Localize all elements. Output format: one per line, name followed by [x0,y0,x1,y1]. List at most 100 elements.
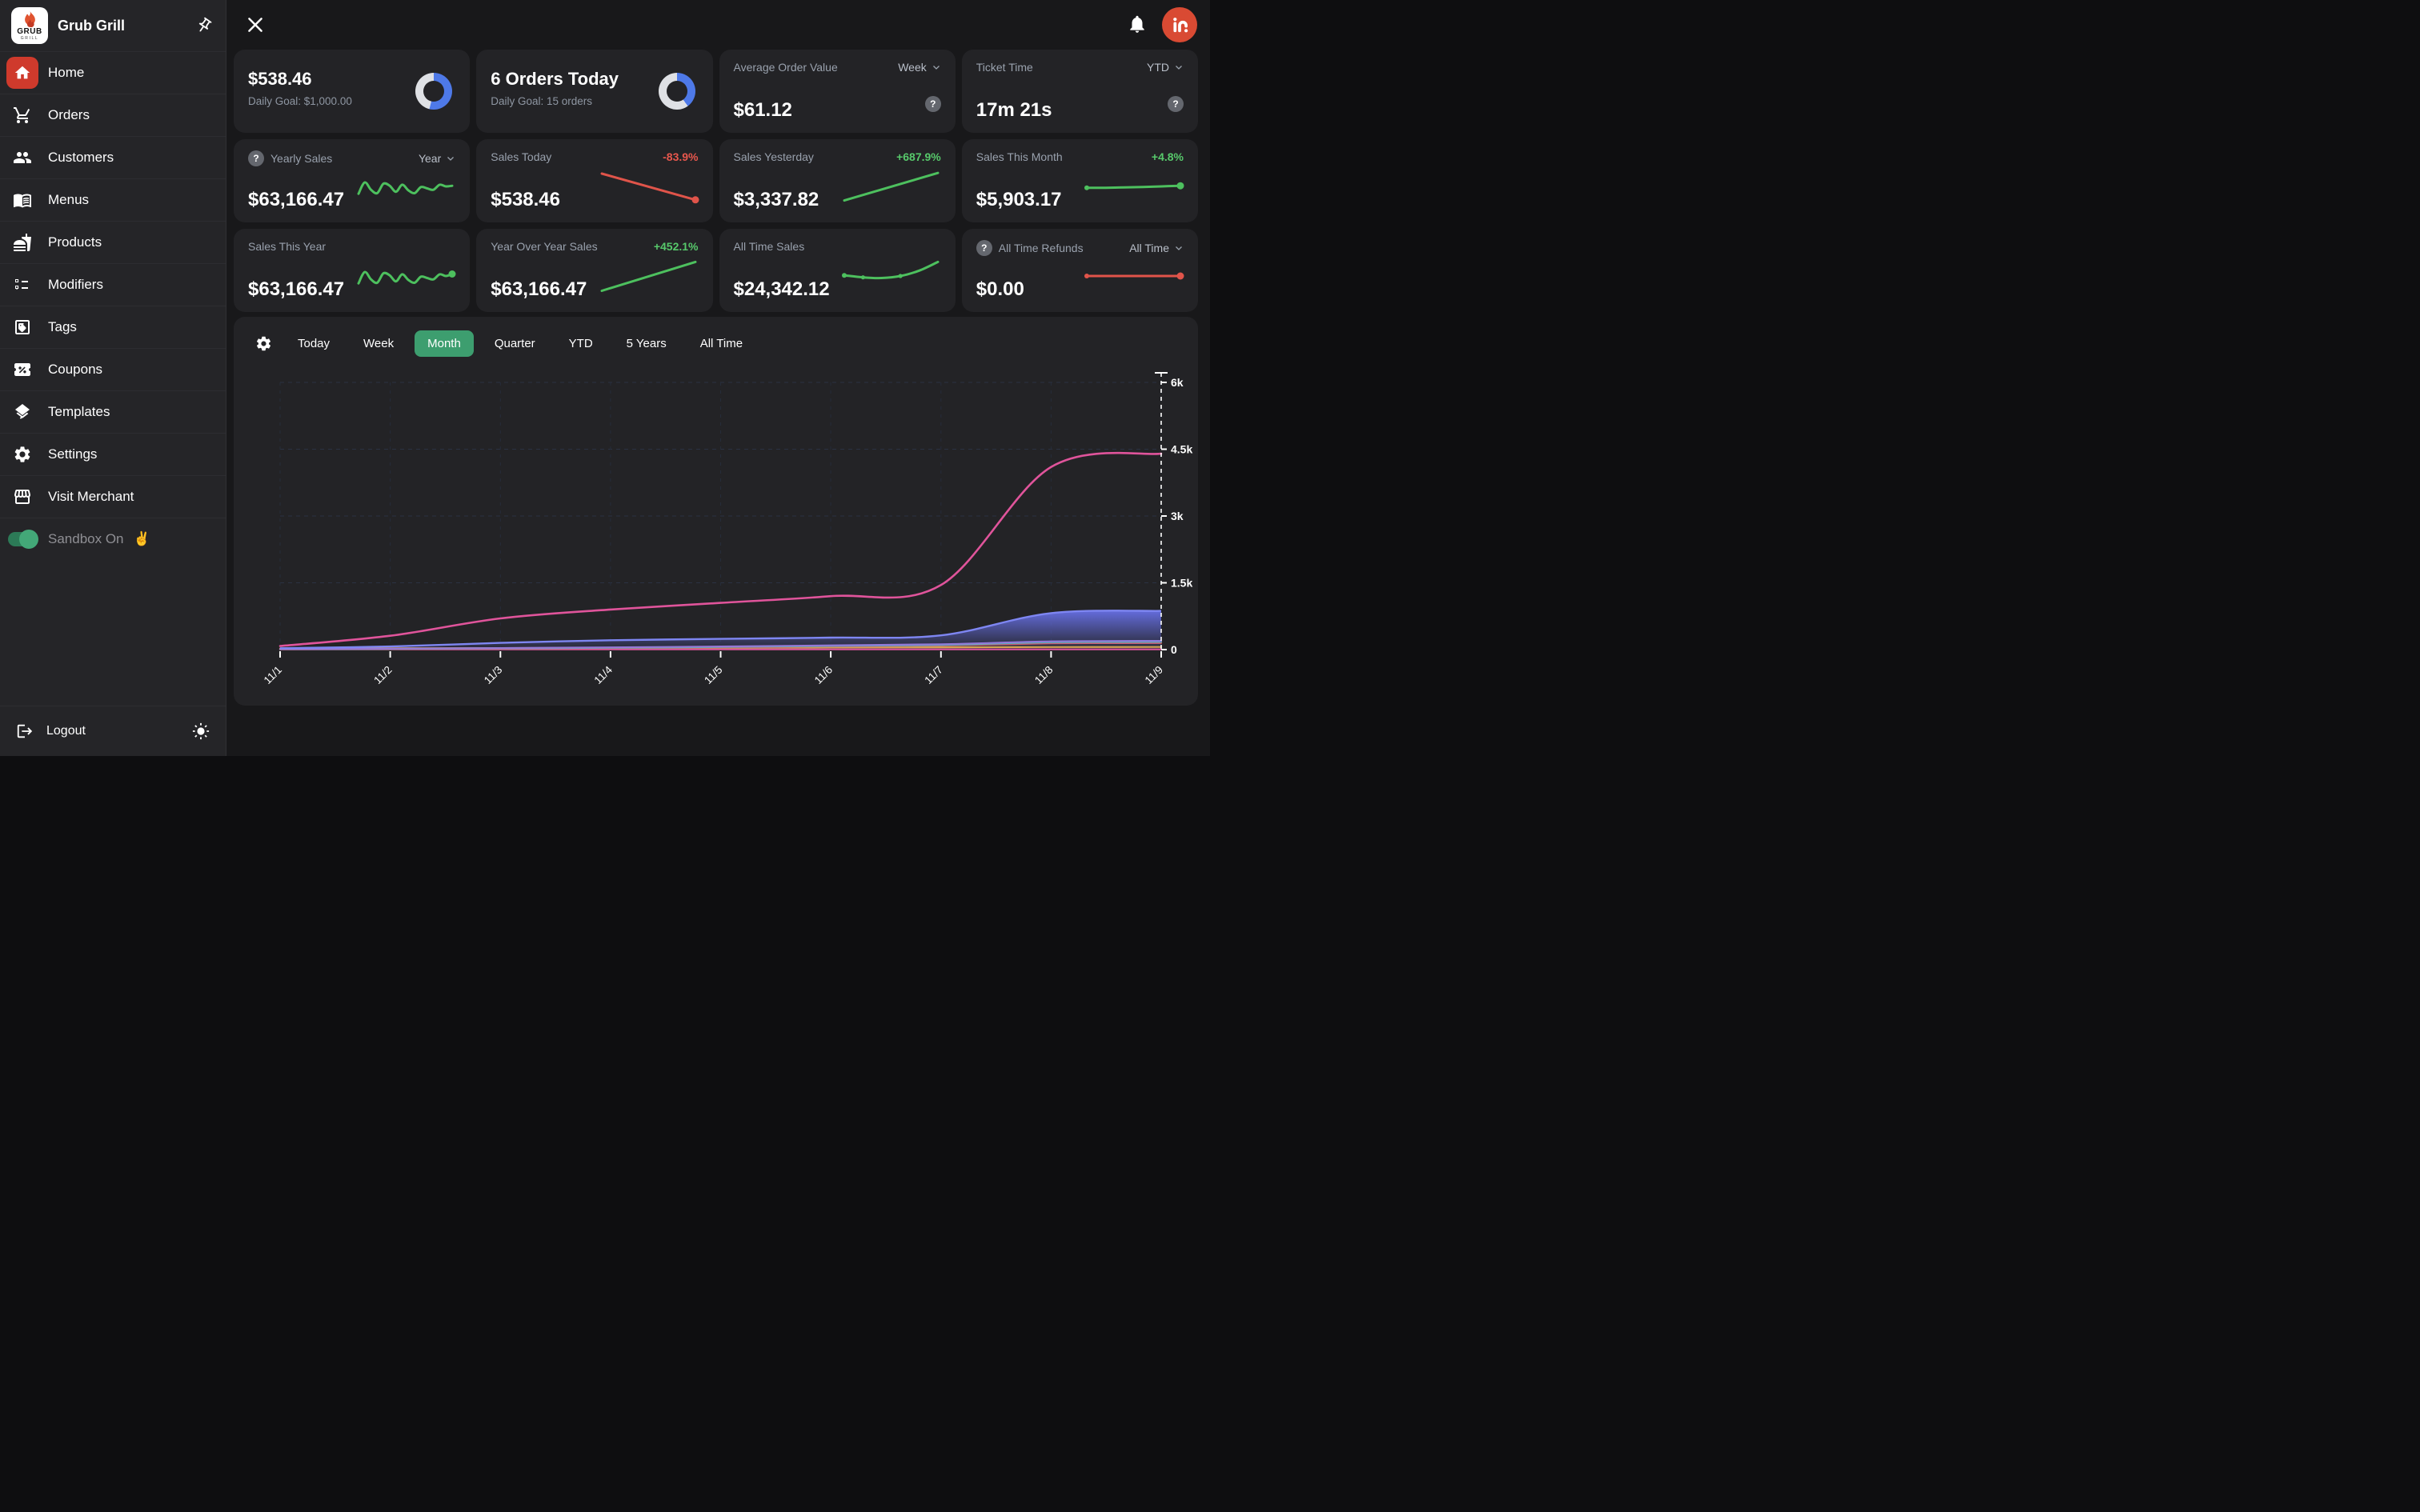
chevron-down-icon [447,157,455,161]
svg-text:11/1: 11/1 [262,664,284,686]
tab-ytd[interactable]: YTD [568,336,593,350]
aov-range-select[interactable]: Week [898,61,941,74]
sidebar-item-label: Visit Merchant [48,489,134,504]
daily-sales-donut [415,73,453,110]
help-icon[interactable]: ? [248,150,264,166]
card-sales-this-month[interactable]: Sales This Month +4.8% $5,903.17 [961,139,1198,222]
sidebar-item-label: Customers [48,150,114,165]
notifications-button[interactable] [1127,14,1148,38]
sandbox-toggle-row: Sandbox On ✌ [0,518,226,560]
sidebar-item-settings[interactable]: Settings [0,433,226,475]
chart-settings-button[interactable] [250,330,277,357]
sidebar-item-menus[interactable]: Menus [0,178,226,221]
flame-icon [24,10,35,27]
card-sales-today[interactable]: Sales Today -83.9% $538.46 [476,139,713,222]
card-average-order-value[interactable]: Average Order Value Week $61.12 ? [719,50,956,133]
ticket-range-select[interactable]: YTD [1147,61,1184,74]
sidebar-footer: Logout [0,706,226,756]
tab-quarter[interactable]: Quarter [494,336,535,350]
tab-today[interactable]: Today [298,336,331,350]
tag-icon [6,311,38,343]
pin-button[interactable] [194,15,214,36]
sidebar-item-tags[interactable]: Tags [0,306,226,348]
tab-month[interactable]: Month [415,330,474,357]
delta-badge: -83.9% [663,150,699,163]
card-orders-today-goal[interactable]: 6 Orders Today Daily Goal: 15 orders [476,50,713,133]
card-title: Sales This Year [248,240,327,253]
help-icon[interactable]: ? [976,240,992,256]
yearly-sales-value: $63,166.47 [248,189,345,210]
checklist-icon [6,269,38,301]
chart-range-tabs: Today Week Month Quarter YTD 5 Years All… [234,317,1198,357]
sales-line-chart[interactable]: 0 1.5k 3k 4.5k 6k 11/1 11/2 11/3 11/4 11/5 11/6 11/… [234,363,1201,702]
card-year-over-year-sales[interactable]: Year Over Year Sales +452.1% $63,166.47 [476,229,713,312]
orders-today-value: 6 Orders Today [491,69,619,89]
sidebar-item-modifiers[interactable]: Modifiers [0,263,226,306]
card-title: All Time Sales [733,240,805,253]
sidebar-item-label: Orders [48,107,90,122]
victory-hand-emoji: ✌ [133,531,150,546]
card-all-time-sales[interactable]: All Time Sales $24,342.12 [719,229,956,312]
sidebar-item-home[interactable]: Home [0,51,226,94]
sales-today-value: $538.46 [491,189,561,210]
sidebar-item-customers[interactable]: Customers [0,136,226,178]
sidebar-item-templates[interactable]: Templates [0,390,226,433]
card-title: All Time Refunds [998,242,1084,254]
sidebar-item-label: Tags [48,319,77,334]
card-ticket-time[interactable]: Ticket Time YTD 17m 21s ? [961,50,1198,133]
sidebar-nav: Home Orders Customers Menus Products Mod… [0,51,226,706]
refunds-range-select[interactable]: All Time [1129,242,1184,254]
card-title: Year Over Year Sales [491,240,598,253]
cart-icon [6,99,38,131]
svg-text:11/8: 11/8 [1032,664,1055,686]
gear-icon [256,336,270,350]
tab-week[interactable]: Week [363,336,395,350]
sun-icon [192,722,210,740]
brand-logo[interactable]: GRUB GRILL [11,7,48,44]
card-title: Yearly Sales [270,152,333,165]
tab-all-time[interactable]: All Time [699,336,743,350]
logout-icon[interactable] [16,722,34,740]
card-yearly-sales[interactable]: ? Yearly Sales Year $63,166.47 [234,139,471,222]
help-icon[interactable]: ? [924,96,941,112]
card-daily-sales-goal[interactable]: $538.46 Daily Goal: $1,000.00 [234,50,471,133]
sales-this-year-sparkline [357,270,456,285]
range-value: Year [418,152,442,165]
card-title: Ticket Time [976,61,1033,74]
svg-text:11/2: 11/2 [371,664,394,686]
card-all-time-refunds[interactable]: ? All Time Refunds All Time $0.00 [961,229,1198,312]
people-icon [6,142,38,174]
account-avatar[interactable] [1162,7,1197,42]
close-button[interactable] [245,14,266,35]
sandbox-toggle[interactable] [8,530,38,549]
tab-5-years[interactable]: 5 Years [626,336,667,350]
stats-grid: $538.46 Daily Goal: $1,000.00 6 Orders T… [234,50,1198,312]
all-time-refunds-sparkline [1084,272,1184,280]
svg-text:11/3: 11/3 [482,664,504,686]
app-root: GRUB GRILL Grub Grill Home Orders Custo [0,0,1210,756]
sales-yesterday-value: $3,337.82 [733,189,819,210]
main-content: $538.46 Daily Goal: $1,000.00 6 Orders T… [227,0,1210,756]
card-sales-yesterday[interactable]: Sales Yesterday +687.9% $3,337.82 [719,139,956,222]
sidebar-item-label: Products [48,234,102,250]
chevron-down-icon [1176,246,1182,250]
sidebar-item-label: Modifiers [48,277,103,292]
delta-badge: +452.1% [653,240,699,253]
svg-text:1.5k: 1.5k [1171,577,1192,590]
svg-text:11/7: 11/7 [922,664,944,686]
svg-text:3k: 3k [1171,510,1184,522]
card-sales-this-year[interactable]: Sales This Year $63,166.47 [234,229,471,312]
sidebar-item-orders[interactable]: Orders [0,94,226,136]
sidebar-item-visit-merchant[interactable]: Visit Merchant [0,475,226,518]
brand-in-logo-icon [1173,18,1188,33]
sidebar-item-products[interactable]: Products [0,221,226,263]
sales-today-sparkline [600,172,699,204]
sidebar: GRUB GRILL Grub Grill Home Orders Custo [0,0,226,756]
theme-toggle[interactable] [192,722,210,740]
help-icon[interactable]: ? [1168,96,1184,112]
merchant-title: Grub Grill [58,17,126,34]
logout-button[interactable]: Logout [46,724,86,738]
yearly-range-select[interactable]: Year [419,152,455,165]
sandbox-label: Sandbox On [48,531,124,546]
sidebar-item-coupons[interactable]: Coupons [0,348,226,390]
